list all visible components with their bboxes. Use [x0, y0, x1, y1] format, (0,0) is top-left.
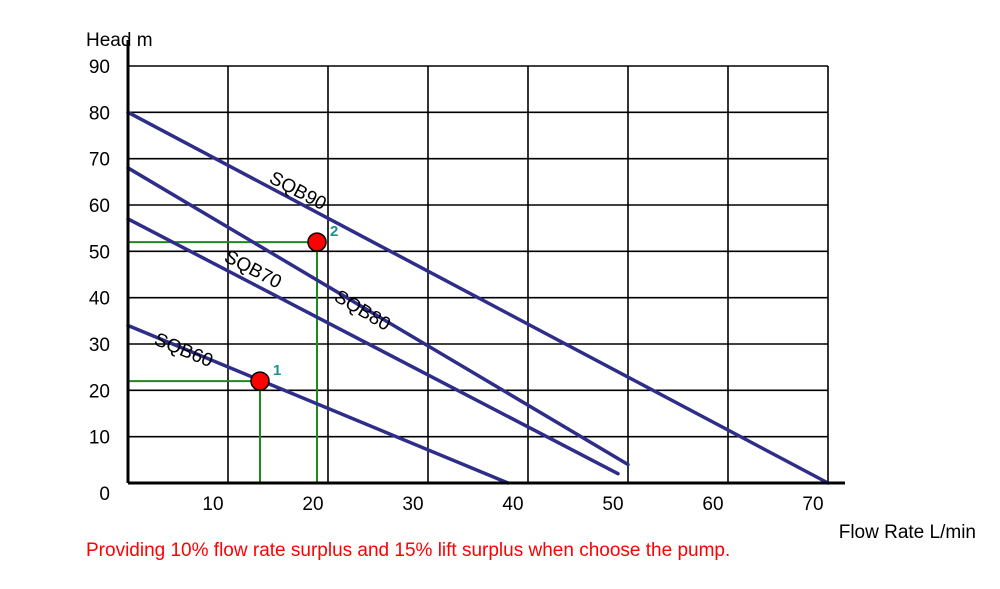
grid [128, 65, 829, 483]
y-tick-label: 60 [89, 196, 110, 217]
y-tick-label: 10 [89, 428, 110, 449]
tick-labels: 0 10 20 30 40 50 60 70 80 90 10 20 30 40 50 60 70 [89, 57, 824, 515]
y-tick-label: 90 [89, 57, 110, 78]
y-tick-label: 80 [89, 103, 110, 124]
operating-point-label-1: 1 [273, 362, 281, 379]
series-label-sqb90: SQB90 [266, 168, 330, 215]
y-tick-label: 40 [89, 289, 110, 310]
footnote: Providing 10% flow rate surplus and 15% … [86, 540, 731, 561]
series-line-sqb60 [126, 323, 510, 485]
y-tick-label: 20 [89, 381, 110, 402]
x-axis-label: Flow Rate L/min [839, 522, 976, 543]
x-tick-label: 30 [402, 494, 423, 515]
x-tick-label: 40 [502, 494, 523, 515]
operating-points: 12 [250, 223, 338, 391]
series-line-sqb70 [126, 217, 620, 476]
y-tick-label: 30 [89, 335, 110, 356]
operating-point-2 [307, 232, 327, 252]
x-tick-label: 50 [602, 494, 623, 515]
series-lines [126, 110, 830, 485]
series-line-sqb90 [126, 110, 830, 485]
series-label-sqb60: SQB60 [151, 329, 216, 372]
y-tick-label: 70 [89, 150, 110, 171]
operating-point-label-2: 2 [330, 223, 338, 240]
y-axis-label: Head m [86, 30, 153, 51]
guide-lines [128, 241, 318, 483]
y-tick-label: 50 [89, 242, 110, 263]
y-tick-label: 0 [99, 484, 110, 505]
x-tick-label: 20 [302, 494, 323, 515]
series-line-sqb80 [126, 166, 630, 467]
axes [126, 40, 845, 485]
x-tick-label: 10 [202, 494, 223, 515]
x-tick-label: 70 [802, 494, 823, 515]
operating-point-1 [250, 371, 270, 391]
x-tick-label: 60 [702, 494, 723, 515]
